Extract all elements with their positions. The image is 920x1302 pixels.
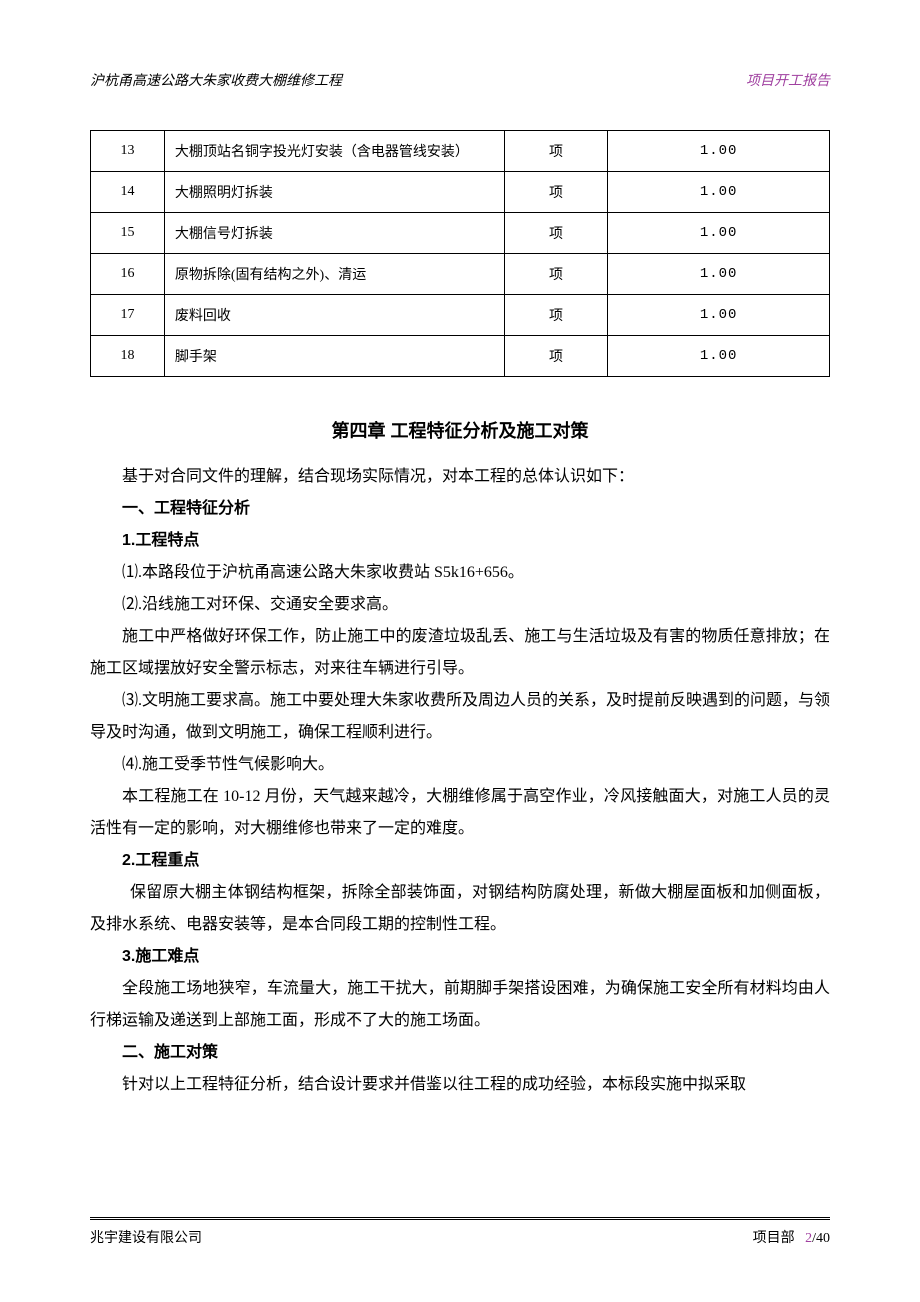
cell-unit: 项 xyxy=(504,131,607,172)
cell-qty: 1.00 xyxy=(608,295,830,336)
cell-desc: 大棚信号灯拆装 xyxy=(164,213,504,254)
s1-p3-1: 全段施工场地狭窄，车流量大，施工干扰大，前期脚手架搭设困难，为确保施工安全所有材… xyxy=(90,973,830,1037)
cell-num: 16 xyxy=(91,254,165,295)
cell-unit: 项 xyxy=(504,336,607,377)
s1-sub1-heading: 1.工程特点 xyxy=(90,525,830,557)
quantities-table: 13大棚顶站名铜字投光灯安装（含电器管线安装）项1.0014大棚照明灯拆装项1.… xyxy=(90,130,830,377)
s1-p1-2b: 施工中严格做好环保工作，防止施工中的废渣垃圾乱丢、施工与生活垃圾及有害的物质任意… xyxy=(90,621,830,685)
cell-qty: 1.00 xyxy=(608,213,830,254)
page-footer: 兆宇建设有限公司 项目部 2/40 xyxy=(90,1217,830,1247)
cell-qty: 1.00 xyxy=(608,172,830,213)
footer-company: 兆宇建设有限公司 xyxy=(90,1227,202,1247)
s1-p1-3: ⑶.文明施工要求高。施工中要处理大朱家收费所及周边人员的关系，及时提前反映遇到的… xyxy=(90,685,830,749)
section-2-heading: 二、施工对策 xyxy=(90,1037,830,1069)
page-total: 40 xyxy=(816,1231,830,1246)
table-row: 13大棚顶站名铜字投光灯安装（含电器管线安装）项1.00 xyxy=(91,131,830,172)
cell-qty: 1.00 xyxy=(608,254,830,295)
table-row: 16原物拆除(固有结构之外)、清运项1.00 xyxy=(91,254,830,295)
header-left: 沪杭甬高速公路大朱家收费大棚维修工程 xyxy=(90,70,342,90)
cell-num: 14 xyxy=(91,172,165,213)
table-row: 14大棚照明灯拆装项1.00 xyxy=(91,172,830,213)
cell-desc: 废料回收 xyxy=(164,295,504,336)
cell-desc: 大棚顶站名铜字投光灯安装（含电器管线安装） xyxy=(164,131,504,172)
s2-p1: 针对以上工程特征分析，结合设计要求并借鉴以往工程的成功经验，本标段实施中拟采取 xyxy=(90,1069,830,1101)
s1-sub3-heading: 3.施工难点 xyxy=(90,941,830,973)
footer-dept: 项目部 xyxy=(753,1231,795,1246)
s1-p1-4b: 本工程施工在 10-12 月份，天气越来越冷，大棚维修属于高空作业，冷风接触面大… xyxy=(90,781,830,845)
cell-unit: 项 xyxy=(504,254,607,295)
chapter-title: 第四章 工程特征分析及施工对策 xyxy=(90,417,830,443)
header-right: 项目开工报告 xyxy=(746,70,830,90)
s1-p1-2: ⑵.沿线施工对环保、交通安全要求高。 xyxy=(90,589,830,621)
cell-num: 13 xyxy=(91,131,165,172)
s1-p2-1: 保留原大棚主体钢结构框架，拆除全部装饰面，对钢结构防腐处理，新做大棚屋面板和加侧… xyxy=(90,877,830,941)
cell-unit: 项 xyxy=(504,172,607,213)
cell-num: 15 xyxy=(91,213,165,254)
table-row: 17废料回收项1.00 xyxy=(91,295,830,336)
cell-qty: 1.00 xyxy=(608,131,830,172)
s1-sub2-heading: 2.工程重点 xyxy=(90,845,830,877)
cell-num: 17 xyxy=(91,295,165,336)
table-row: 18脚手架项1.00 xyxy=(91,336,830,377)
cell-unit: 项 xyxy=(504,213,607,254)
cell-num: 18 xyxy=(91,336,165,377)
cell-desc: 原物拆除(固有结构之外)、清运 xyxy=(164,254,504,295)
footer-right: 项目部 2/40 xyxy=(753,1227,830,1247)
s1-p1-4: ⑷.施工受季节性气候影响大。 xyxy=(90,749,830,781)
cell-desc: 大棚照明灯拆装 xyxy=(164,172,504,213)
s1-p1-1: ⑴.本路段位于沪杭甬高速公路大朱家收费站 S5k16+656。 xyxy=(90,557,830,589)
page-header: 沪杭甬高速公路大朱家收费大棚维修工程 项目开工报告 xyxy=(90,70,830,90)
section-1-heading: 一、工程特征分析 xyxy=(90,493,830,525)
cell-qty: 1.00 xyxy=(608,336,830,377)
table-row: 15大棚信号灯拆装项1.00 xyxy=(91,213,830,254)
cell-unit: 项 xyxy=(504,295,607,336)
cell-desc: 脚手架 xyxy=(164,336,504,377)
chapter-intro: 基于对合同文件的理解，结合现场实际情况，对本工程的总体认识如下： xyxy=(90,461,830,493)
